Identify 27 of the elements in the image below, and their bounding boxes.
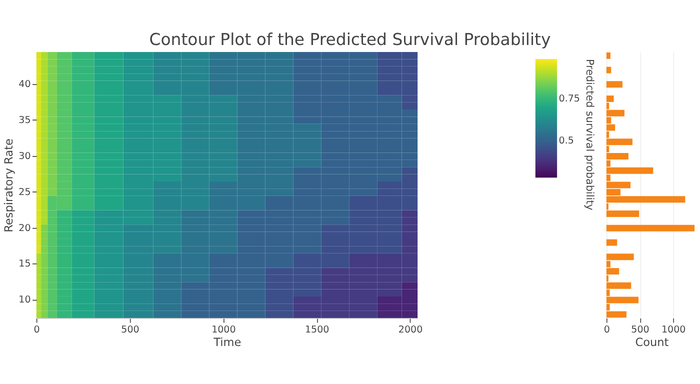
bar <box>606 239 618 246</box>
color-bar-title: Predicted survival probability <box>584 58 596 210</box>
color-bar-label: 0.75 <box>558 94 580 105</box>
x-tick-label: 2000 <box>398 324 423 336</box>
x-tick-label: 1500 <box>304 324 330 336</box>
x-tick-label: 500 <box>121 324 140 336</box>
y-tick-label: 40 <box>18 79 31 90</box>
x-tick-label: 1000 <box>212 324 236 336</box>
bar <box>606 66 612 74</box>
x-tick-label: 0 <box>34 324 40 336</box>
x-tick-label: 0 <box>604 324 610 336</box>
y-axis-title: Respiratory Rate <box>2 138 16 232</box>
chart-title: Contour Plot of the Predicted Survival Probability <box>149 30 551 50</box>
y-tick-label: 15 <box>18 258 31 270</box>
x-tick-label: 1000 <box>662 324 686 336</box>
x-axis-title: Count <box>635 336 670 350</box>
bar <box>606 224 695 232</box>
y-tick-label: 35 <box>18 114 31 126</box>
y-tick-label: 30 <box>18 150 31 162</box>
bar <box>606 52 610 59</box>
x-tick-label: 500 <box>631 324 650 336</box>
color-bar-label: 0.5 <box>558 135 574 146</box>
x-axis-title: Time <box>212 336 242 350</box>
y-tick-label: 10 <box>18 294 31 306</box>
y-tick-label: 20 <box>18 222 31 234</box>
bar <box>606 81 622 88</box>
y-tick-label: 25 <box>18 186 31 198</box>
